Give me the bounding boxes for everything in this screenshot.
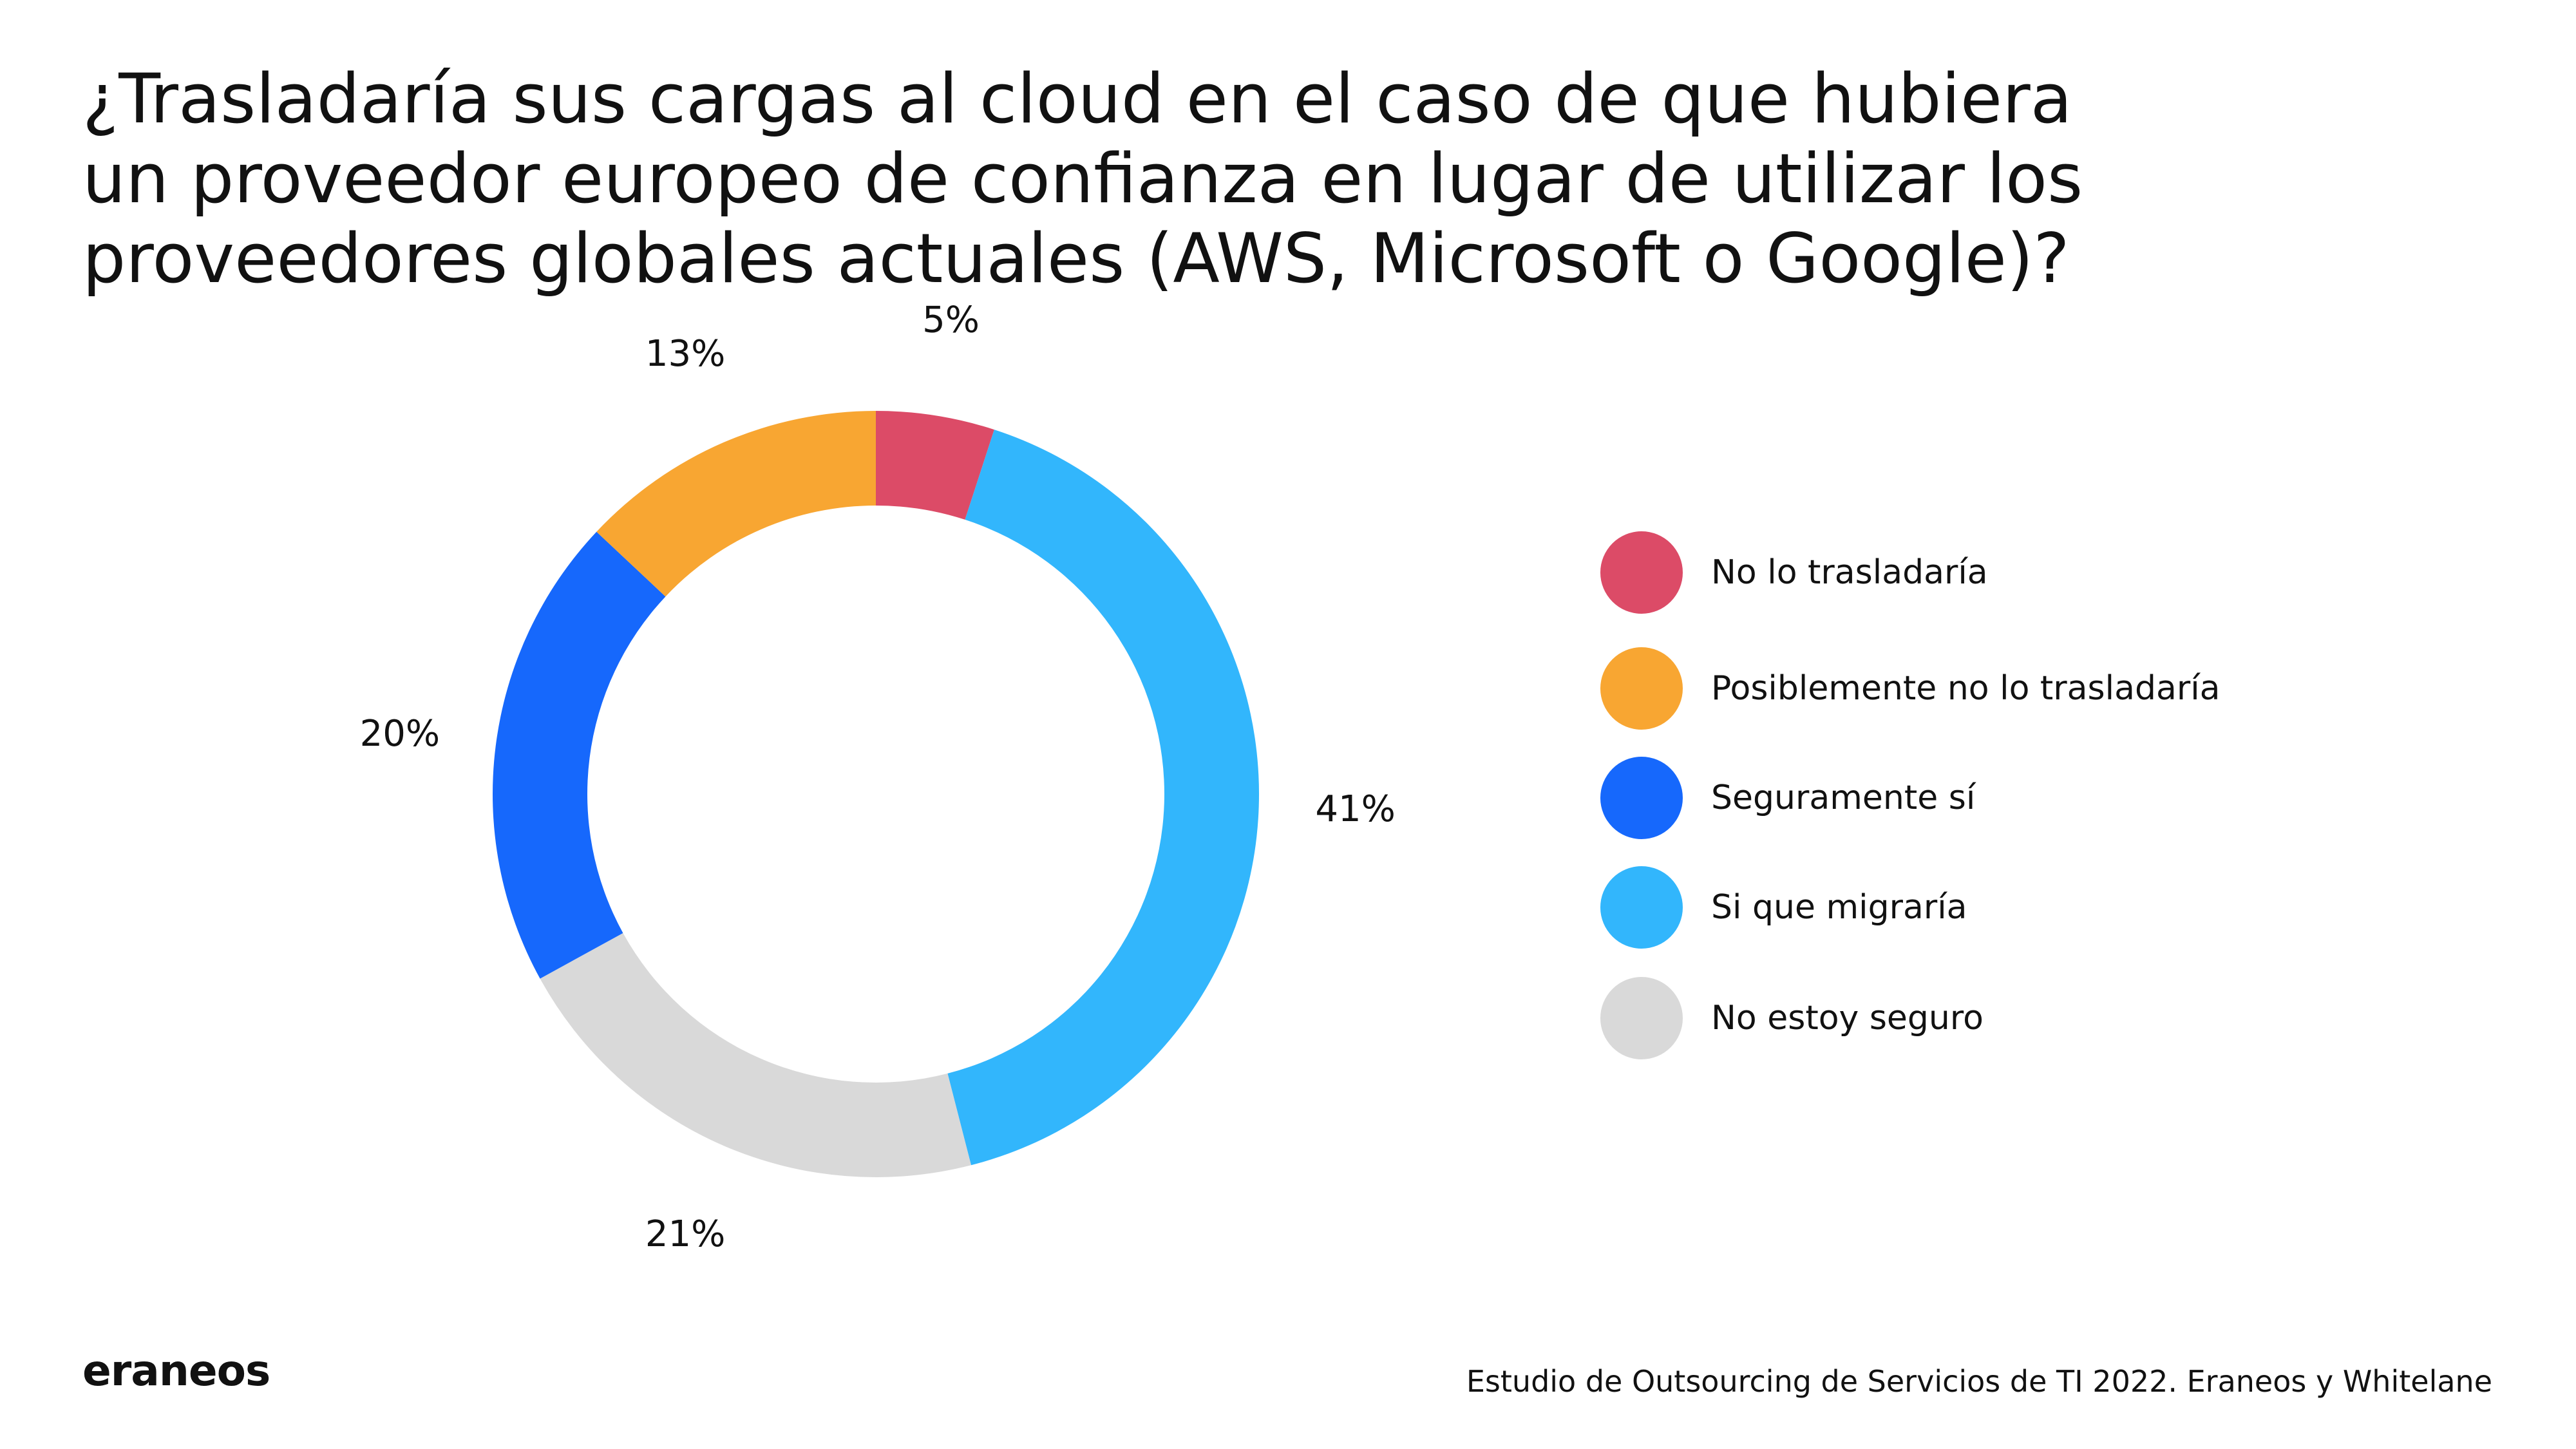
- donut-slice-seguramente-si: [492, 531, 666, 979]
- slice-value-label-seguramente-si: 20%: [360, 713, 440, 755]
- legend-label: Si que migraría: [1711, 888, 1967, 927]
- legend-item-si-que-migraria: Si que migraría: [1600, 866, 2373, 949]
- legend-swatch: [1600, 977, 1683, 1059]
- legend-label: Posiblemente no lo trasladaría: [1711, 669, 2221, 708]
- title-line-3: proveedores globales actuales (AWS, Micr…: [82, 219, 2070, 298]
- title-line-1: ¿Trasladaría sus cargas al cloud en el c…: [82, 59, 2072, 138]
- donut-slices: [492, 411, 1259, 1177]
- title-line-2: un proveedor europeo de confianza en lug…: [82, 139, 2083, 218]
- slice-value-label-no-estoy-seguro: 21%: [645, 1213, 725, 1255]
- legend-item-seguramente-si: Seguramente sí: [1600, 757, 2373, 839]
- slice-value-label-no-lo-trasladaria: 5%: [922, 299, 980, 341]
- legend-swatch: [1600, 531, 1683, 614]
- legend-item-posiblemente-no: Posiblemente no lo trasladaría: [1600, 647, 2373, 730]
- legend-label: No lo trasladaría: [1711, 553, 1988, 592]
- donut-labels: 5% 41% 21% 20% 13%: [360, 299, 1396, 1256]
- slice-value-label-posiblemente-no-lo-trasladaria: 13%: [645, 333, 725, 375]
- source-note: Estudio de Outsourcing de Servicios de T…: [1466, 1364, 2492, 1399]
- legend-label: No estoy seguro: [1711, 999, 1984, 1037]
- donut-slice-si-que-migraria: [947, 430, 1259, 1166]
- donut-slice-posiblemente-no-lo-trasladaria: [596, 411, 876, 597]
- donut-slice-no-estoy-seguro: [540, 933, 971, 1177]
- legend-swatch: [1600, 647, 1683, 730]
- legend-swatch: [1600, 866, 1683, 949]
- slice-value-label-si-que-migraria: 41%: [1315, 788, 1395, 830]
- donut-slice-no-lo-trasladaria: [876, 411, 994, 520]
- legend-swatch: [1600, 757, 1683, 839]
- chart-title: ¿Trasladaría sus cargas al cloud en el c…: [82, 59, 2272, 299]
- legend-item-no-lo-trasladaria: No lo trasladaría: [1600, 531, 2373, 614]
- legend-label: Seguramente sí: [1711, 779, 1976, 817]
- legend-item-no-estoy-seguro: No estoy seguro: [1600, 977, 2373, 1059]
- eraneos-logo: eraneos: [82, 1346, 270, 1396]
